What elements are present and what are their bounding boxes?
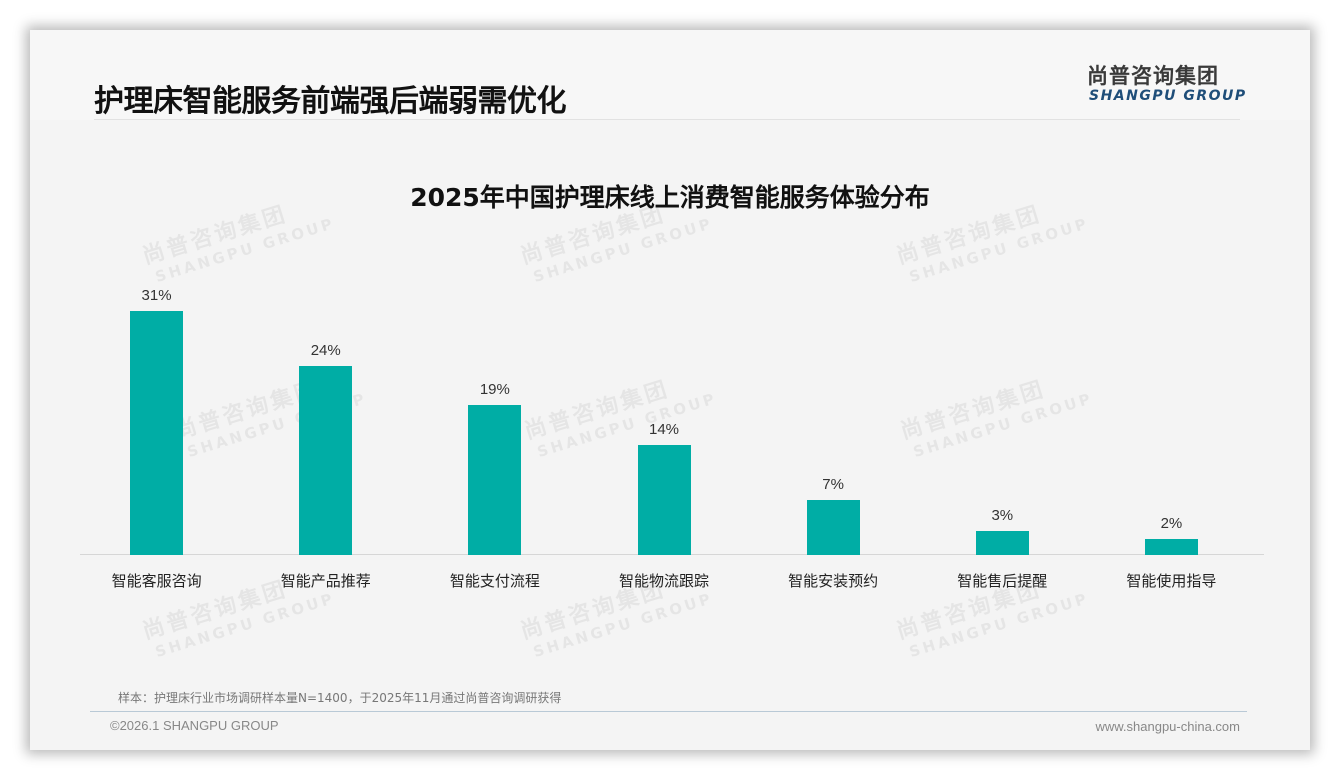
- copyright-text: ©2026.1 SHANGPU GROUP: [110, 718, 279, 733]
- slide: 护理床智能服务前端强后端弱需优化 尚普咨询集团 SHANGPU GROUP 尚普…: [30, 30, 1310, 750]
- x-axis-category-label: 智能售后提醒: [957, 572, 1048, 590]
- x-axis-category-label: 智能产品推荐: [280, 572, 371, 590]
- sample-note: 样本：护理床行业市场调研样本量N=1400，于2025年11月通过尚普咨询调研获…: [118, 691, 562, 705]
- bar-group: 31%: [130, 287, 184, 555]
- company-logo: 尚普咨询集团 SHANGPU GROUP: [1087, 64, 1247, 104]
- chart-title: 2025年中国护理床线上消费智能服务体验分布: [410, 183, 930, 212]
- x-axis-category-label: 智能物流跟踪: [618, 572, 709, 590]
- x-axis-category-label: 智能使用指导: [1126, 572, 1217, 590]
- bar-group: 2%: [1144, 515, 1198, 555]
- bar-group: 19%: [468, 381, 522, 555]
- page-title: 护理床智能服务前端强后端弱需优化: [94, 84, 567, 119]
- footer-divider: [90, 711, 1247, 712]
- website-text: www.shangpu-china.com: [1095, 719, 1240, 734]
- bar-value-label: 3%: [991, 507, 1014, 524]
- bar: [637, 445, 691, 555]
- bar-group: 7%: [806, 476, 860, 555]
- bar: [130, 311, 184, 555]
- title-divider: [94, 119, 1240, 120]
- bar: [299, 366, 353, 555]
- bar: [1144, 539, 1198, 555]
- bar-group: 14%: [637, 421, 691, 555]
- bar-group: 3%: [975, 507, 1029, 555]
- x-axis-category-label: 智能支付流程: [449, 572, 540, 590]
- bar-value-label: 31%: [141, 287, 172, 304]
- x-axis-category-label: 智能客服咨询: [111, 572, 202, 590]
- header-band: [30, 30, 1310, 120]
- bar: [806, 500, 860, 555]
- bar-value-label: 19%: [479, 381, 510, 398]
- bar-group: 24%: [299, 342, 353, 555]
- bar-value-label: 14%: [648, 421, 680, 438]
- bar-value-label: 24%: [310, 342, 341, 359]
- bar: [468, 405, 522, 555]
- bar: [975, 531, 1029, 555]
- bar-value-label: 2%: [1160, 515, 1183, 532]
- bar-value-label: 7%: [822, 476, 844, 493]
- logo-en-text: SHANGPU GROUP: [1089, 88, 1247, 104]
- x-axis-category-label: 智能安装预约: [788, 572, 879, 590]
- bar-chart-plot: 31% 24% 19% 14% 7% 3% 2%: [80, 270, 1264, 555]
- x-axis-labels: 智能客服咨询 智能产品推荐 智能支付流程 智能物流跟踪 智能安装预约 智能售后提醒 智能使用…: [80, 570, 1264, 594]
- logo-cn-text: 尚普咨询集团: [1087, 64, 1219, 88]
